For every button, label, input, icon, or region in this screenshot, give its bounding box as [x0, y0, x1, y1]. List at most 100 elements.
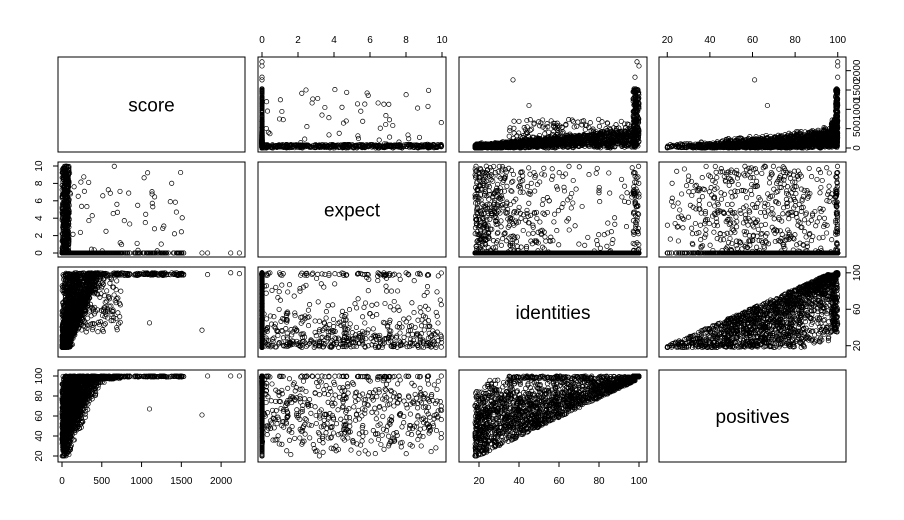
points-score-vs-positives	[664, 59, 841, 151]
data-point	[332, 142, 338, 149]
data-point	[533, 143, 539, 149]
data-point	[550, 120, 556, 126]
data-point	[312, 142, 318, 148]
data-point	[552, 142, 558, 148]
data-point	[516, 143, 523, 149]
data-point	[613, 139, 619, 145]
data-point	[571, 124, 577, 130]
data-point	[569, 117, 575, 123]
data-point	[608, 127, 614, 133]
data-point	[633, 109, 639, 116]
data-point	[557, 130, 563, 136]
data-point	[552, 143, 558, 150]
data-point	[264, 143, 270, 149]
data-point	[576, 133, 582, 139]
data-point	[566, 117, 572, 123]
data-point	[386, 101, 392, 107]
data-point	[298, 140, 304, 146]
data-point	[536, 132, 543, 139]
panel-identities-vs-score	[57, 266, 246, 358]
data-point	[613, 122, 619, 128]
data-point	[622, 125, 629, 131]
points	[59, 59, 841, 459]
data-point	[516, 137, 522, 143]
data-point	[559, 130, 566, 136]
data-point	[264, 108, 271, 114]
data-point	[524, 117, 530, 124]
data-point	[277, 97, 283, 103]
panel-expect-vs-identities	[458, 161, 648, 258]
data-point	[380, 144, 386, 150]
data-point	[426, 87, 432, 93]
data-point	[259, 134, 265, 140]
data-point	[508, 141, 514, 147]
data-point	[355, 144, 361, 150]
data-point	[527, 127, 533, 133]
data-point	[631, 108, 637, 114]
data-point	[279, 142, 285, 148]
data-point	[259, 101, 265, 107]
data-point	[511, 125, 517, 131]
data-point	[510, 135, 517, 142]
data-point	[618, 118, 624, 124]
data-point	[280, 117, 286, 123]
data-point	[376, 137, 382, 143]
data-point	[578, 140, 584, 146]
data-point	[625, 134, 631, 140]
data-point	[276, 116, 283, 122]
data-point	[416, 134, 423, 140]
data-point	[529, 134, 535, 140]
data-point	[554, 120, 560, 126]
data-point	[405, 132, 411, 138]
data-point	[326, 132, 332, 138]
panels	[57, 56, 847, 463]
data-point	[592, 143, 598, 149]
data-point	[355, 133, 361, 139]
data-point	[326, 115, 332, 121]
data-point	[538, 120, 544, 126]
data-point	[430, 142, 436, 148]
data-point	[541, 144, 548, 150]
data-point	[529, 140, 535, 146]
data-point	[636, 89, 642, 95]
data-point	[568, 135, 574, 141]
data-point	[511, 130, 517, 136]
data-point	[589, 143, 596, 149]
data-point	[563, 122, 569, 128]
data-point	[604, 139, 610, 145]
data-point	[554, 138, 560, 144]
data-point	[507, 125, 513, 131]
data-point	[624, 132, 631, 138]
data-point	[481, 144, 487, 150]
data-point	[383, 113, 389, 119]
data-point	[438, 142, 444, 148]
data-point	[597, 131, 603, 137]
data-point	[355, 135, 362, 142]
data-point	[259, 77, 265, 83]
data-point	[575, 119, 581, 125]
data-point	[601, 136, 607, 142]
data-point	[822, 125, 828, 131]
data-point	[383, 121, 389, 128]
data-point	[634, 127, 640, 133]
data-point	[264, 99, 270, 105]
data-point	[609, 142, 615, 148]
data-point	[630, 96, 636, 102]
data-point	[559, 125, 565, 131]
data-point	[520, 135, 526, 141]
data-point	[544, 121, 550, 127]
data-point	[596, 123, 602, 129]
data-point	[396, 139, 402, 145]
data-point	[545, 134, 551, 140]
data-point	[328, 144, 334, 150]
data-point	[381, 141, 387, 147]
data-point	[530, 138, 536, 144]
data-point	[350, 144, 356, 150]
data-point	[581, 118, 587, 124]
data-point	[542, 125, 548, 131]
data-point	[259, 94, 265, 100]
data-point	[390, 122, 396, 129]
data-point	[343, 118, 349, 124]
data-point	[320, 143, 326, 149]
